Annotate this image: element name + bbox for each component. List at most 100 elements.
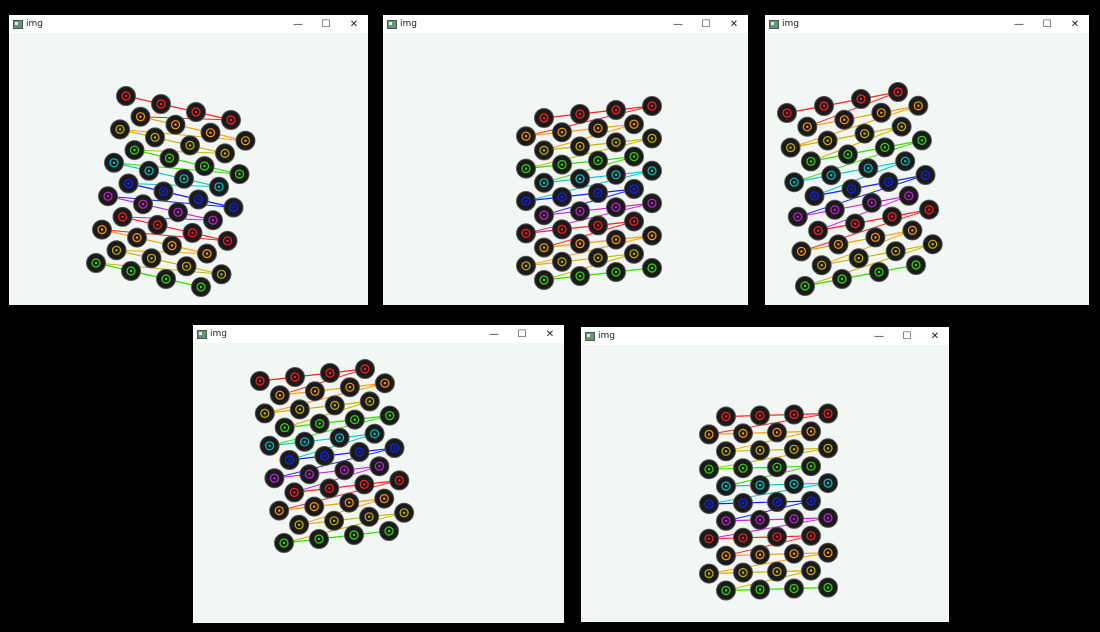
calibration-dot bbox=[606, 164, 626, 185]
row-transition-line bbox=[725, 500, 812, 522]
calibration-dot bbox=[221, 110, 241, 130]
title-bar[interactable]: img — ☐ ✕ bbox=[581, 327, 949, 345]
row-transition-line bbox=[708, 517, 829, 540]
calibration-dot bbox=[334, 460, 355, 481]
calibration-dot bbox=[534, 140, 554, 161]
calibration-dot bbox=[309, 529, 329, 549]
calibration-dot bbox=[110, 119, 130, 140]
calibration-dot bbox=[606, 229, 626, 250]
title-bar[interactable]: img — ☐ ✕ bbox=[9, 15, 368, 33]
close-icon[interactable]: ✕ bbox=[1070, 18, 1080, 30]
calibration-dot bbox=[304, 381, 325, 402]
row-transition-line bbox=[122, 216, 214, 221]
calibration-dot bbox=[349, 442, 370, 462]
title-bar[interactable]: img — ☐ ✕ bbox=[193, 325, 564, 343]
calibration-dot bbox=[869, 262, 889, 282]
calibration-dot bbox=[784, 543, 804, 564]
calibration-dot bbox=[801, 560, 821, 581]
calibration-dot bbox=[801, 525, 821, 546]
calibration-dot bbox=[153, 181, 174, 202]
calibration-dot bbox=[733, 423, 753, 444]
row-transition-line bbox=[543, 156, 635, 184]
calibration-dot bbox=[716, 580, 736, 601]
row-transition-line bbox=[708, 482, 829, 505]
calibration-dot bbox=[124, 140, 145, 161]
calibration-dot bbox=[750, 579, 770, 600]
calibration-dot bbox=[324, 510, 345, 531]
calibration-dot bbox=[716, 510, 736, 531]
close-icon[interactable]: ✕ bbox=[545, 328, 555, 340]
row-transition-line bbox=[708, 413, 829, 435]
close-icon[interactable]: ✕ bbox=[729, 18, 739, 30]
maximize-icon[interactable]: ☐ bbox=[902, 330, 912, 342]
calibration-dot bbox=[534, 205, 554, 226]
minimize-icon[interactable]: — bbox=[874, 330, 884, 342]
calibration-dot bbox=[733, 562, 753, 583]
calibration-dot bbox=[784, 404, 804, 425]
calibration-dot bbox=[197, 243, 217, 264]
app-icon bbox=[387, 19, 397, 29]
calibration-dot bbox=[848, 248, 869, 269]
maximize-icon[interactable]: ☐ bbox=[321, 18, 331, 30]
title-bar[interactable]: img — ☐ ✕ bbox=[383, 15, 748, 33]
calibration-dot bbox=[215, 143, 235, 164]
calibration-dot bbox=[885, 241, 906, 262]
calibration-dot bbox=[289, 399, 310, 420]
calibration-dot bbox=[834, 109, 855, 130]
calibration-dot bbox=[588, 215, 608, 236]
calibration-dot bbox=[147, 214, 168, 235]
calibration-dot bbox=[534, 172, 554, 193]
calibration-dot bbox=[106, 240, 127, 261]
calibration-dot bbox=[642, 225, 662, 246]
minimize-icon[interactable]: — bbox=[293, 18, 303, 30]
calibration-dot bbox=[309, 413, 330, 434]
calibration-dot bbox=[882, 206, 903, 227]
row-transition-line bbox=[283, 512, 405, 544]
calibration-dot bbox=[878, 172, 899, 192]
close-icon[interactable]: ✕ bbox=[930, 330, 940, 342]
row-transition-line bbox=[525, 137, 653, 170]
calibration-dot bbox=[254, 403, 275, 424]
calibration-dot bbox=[264, 468, 285, 489]
calibration-dot bbox=[624, 114, 644, 135]
close-icon[interactable]: ✕ bbox=[349, 18, 359, 30]
title-bar[interactable]: img — ☐ ✕ bbox=[765, 15, 1089, 33]
calibration-dot bbox=[269, 385, 290, 406]
calibration-dot bbox=[851, 89, 871, 109]
calibration-dot bbox=[898, 185, 919, 206]
calibration-dot bbox=[141, 248, 162, 269]
maximize-icon[interactable]: ☐ bbox=[1042, 18, 1052, 30]
calibration-dot bbox=[716, 476, 736, 497]
calibration-dot bbox=[818, 507, 838, 528]
calibration-dot bbox=[570, 201, 590, 222]
maximize-icon[interactable]: ☐ bbox=[517, 328, 527, 340]
calibration-dot bbox=[294, 431, 315, 452]
calibration-dot bbox=[588, 150, 608, 171]
minimize-icon[interactable]: — bbox=[673, 18, 683, 30]
calibration-dot bbox=[733, 458, 753, 479]
calibration-dot bbox=[344, 525, 364, 545]
image-window-5: img — ☐ ✕ bbox=[581, 327, 949, 622]
calibration-dot bbox=[865, 227, 886, 248]
maximize-icon[interactable]: ☐ bbox=[701, 18, 711, 30]
calibration-dot bbox=[229, 164, 250, 185]
calibration-dot bbox=[818, 403, 838, 424]
calibration-dot bbox=[324, 395, 345, 416]
calibration-dot bbox=[274, 533, 294, 553]
image-window-4: img — ☐ ✕ bbox=[193, 325, 564, 623]
calibration-dot bbox=[871, 102, 892, 123]
calibration-dot bbox=[642, 258, 662, 278]
calibration-dot bbox=[250, 371, 270, 391]
row-transition-line bbox=[817, 195, 909, 232]
calibration-dot bbox=[837, 144, 858, 165]
minimize-icon[interactable]: — bbox=[1014, 18, 1024, 30]
calibration-dot bbox=[516, 126, 536, 147]
calibration-dot bbox=[299, 464, 320, 485]
calibration-dot bbox=[359, 391, 380, 412]
minimize-icon[interactable]: — bbox=[489, 328, 499, 340]
calibration-dot bbox=[699, 459, 719, 480]
calibration-dot bbox=[165, 114, 186, 135]
row-transition-line bbox=[814, 160, 906, 197]
calibration-dot bbox=[797, 116, 818, 137]
calibration-dot bbox=[516, 191, 536, 211]
